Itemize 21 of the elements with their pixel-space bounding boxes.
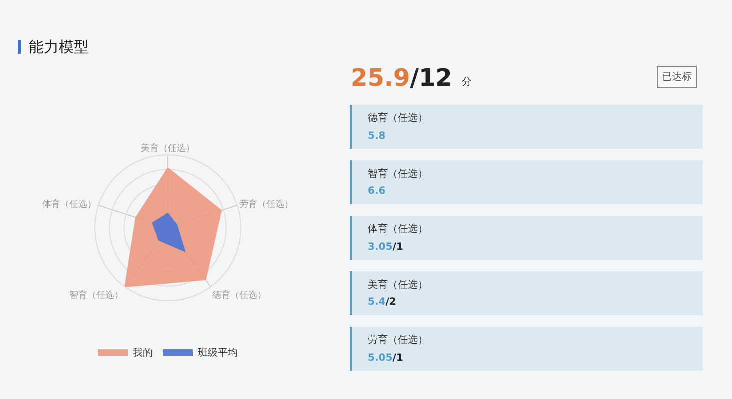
spoke-label: 德育（任选） <box>212 290 266 302</box>
text: 劳育（任选） <box>368 334 428 346</box>
spoke-label: 智育（任选） <box>70 290 124 302</box>
legend-label: 班级平均 <box>198 346 238 359</box>
text: 3.05/1 <box>368 242 404 253</box>
spoke-label: 劳育（任选） <box>240 199 294 210</box>
text: 分 <box>462 76 472 88</box>
text: 美育（任选） <box>368 279 428 291</box>
text: 已达标 <box>662 71 692 83</box>
text: 5.8 <box>368 131 386 142</box>
text: 德育（任选） <box>368 112 428 124</box>
text: 25.9/12 <box>351 64 452 92</box>
text: 5.4/2 <box>368 297 396 308</box>
spoke-label: 美育（任选） <box>141 142 195 154</box>
text: 智育（任选） <box>368 168 428 180</box>
text: 6.6 <box>368 186 386 197</box>
chart-title: 能力模型 <box>29 38 89 56</box>
legend-label: 我的 <box>133 346 153 359</box>
spoke-label: 体育（任选） <box>42 199 96 210</box>
text: 体育（任选） <box>368 223 428 235</box>
text: 5.05/1 <box>368 353 404 364</box>
